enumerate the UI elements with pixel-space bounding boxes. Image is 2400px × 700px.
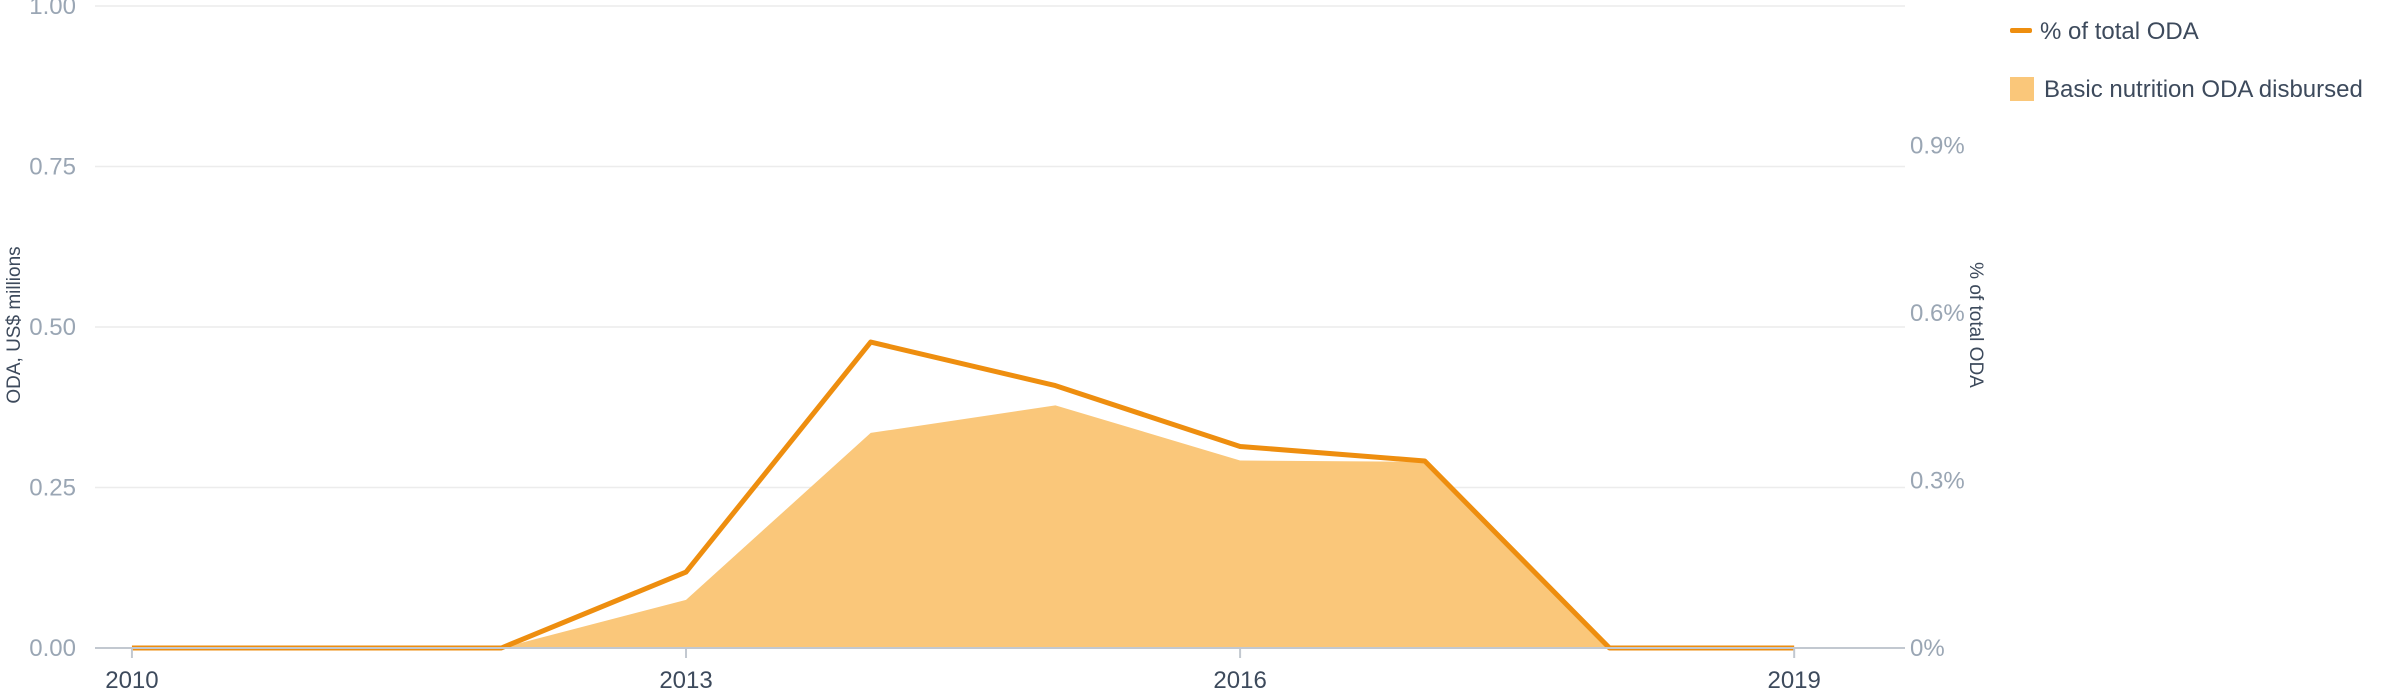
y-left-tick-label: 0.75 xyxy=(29,154,76,181)
x-tick-label: 2016 xyxy=(1213,667,1266,694)
y-right-tick-label: 0.6% xyxy=(1910,300,1965,327)
y-left-tick-label: 0.25 xyxy=(29,475,76,502)
y-axis-left-title: ODA, US$ millions xyxy=(4,246,25,403)
y-left-tick-label: 1.00 xyxy=(29,0,76,20)
y-left-tick-label: 0.50 xyxy=(29,314,76,341)
y-left-tick-label: 0.00 xyxy=(29,635,76,662)
legend: % of total ODA Basic nutrition ODA disbu… xyxy=(2010,18,2363,103)
legend-item-area[interactable]: Basic nutrition ODA disbursed xyxy=(2010,76,2363,103)
x-tick-label: 2010 xyxy=(105,667,158,694)
y-right-tick-label: 0% xyxy=(1910,635,1945,662)
x-axis-ticks: 2010 2013 2016 2019 xyxy=(105,648,1821,694)
series-area-basic-nutrition-oda xyxy=(131,405,1795,648)
x-tick-label: 2013 xyxy=(659,667,712,694)
y-right-tick-label: 0.9% xyxy=(1910,133,1965,160)
y-axis-right-title: % of total ODA xyxy=(1965,262,1986,388)
legend-line-swatch xyxy=(2010,28,2032,33)
legend-item-line[interactable]: % of total ODA xyxy=(2010,18,2199,45)
y-axis-left-ticks: 0.00 0.25 0.50 0.75 1.00 xyxy=(29,0,76,662)
y-axis-right-ticks: 0% 0.3% 0.6% 0.9% xyxy=(1910,133,1965,662)
x-tick-label: 2019 xyxy=(1767,667,1820,694)
legend-area-label: Basic nutrition ODA disbursed xyxy=(2044,76,2363,103)
legend-line-label: % of total ODA xyxy=(2040,18,2199,45)
y-right-tick-label: 0.3% xyxy=(1910,468,1965,495)
legend-area-swatch xyxy=(2010,77,2034,101)
